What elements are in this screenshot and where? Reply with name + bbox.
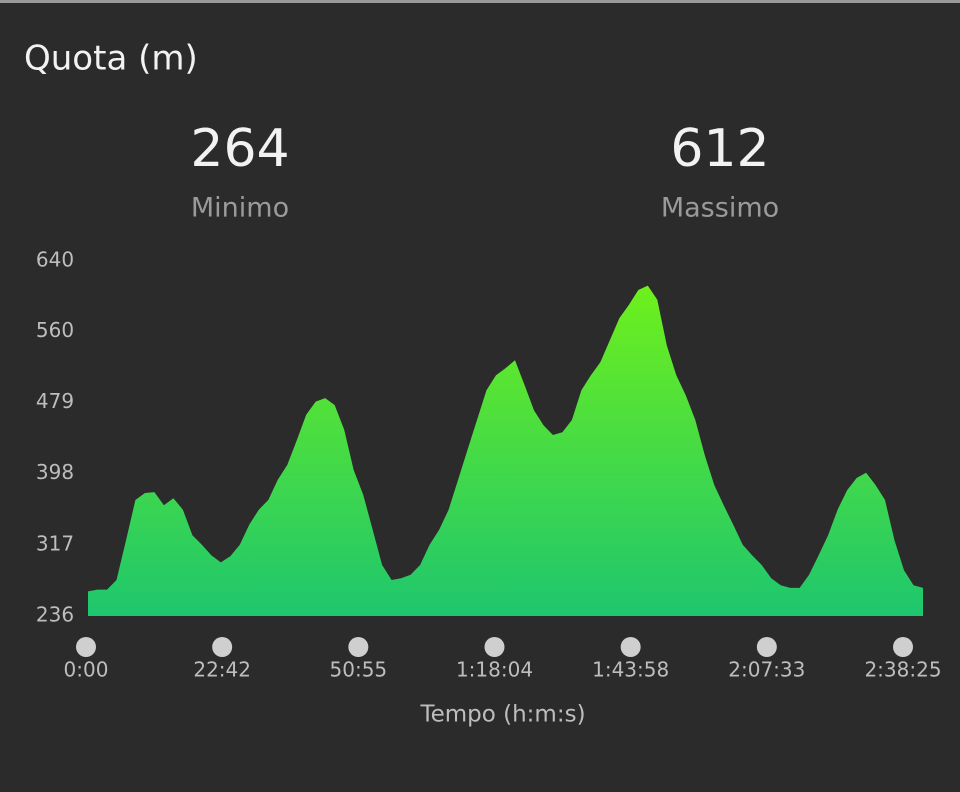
y-tick-label: 640	[36, 248, 74, 272]
x-tick-dot	[212, 637, 233, 657]
x-axis-label: Tempo (h:m:s)	[419, 702, 585, 728]
x-tick-dot	[76, 637, 96, 657]
y-tick-label: 560	[36, 318, 74, 342]
min-label: Minimo	[191, 193, 289, 224]
x-tick-label: 2:07:33	[728, 658, 805, 682]
x-tick-label: 22:42	[193, 658, 251, 682]
y-tick-label: 479	[36, 389, 74, 413]
top-border	[0, 0, 960, 3]
chart-title: Quota (m)	[24, 39, 198, 79]
x-tick-label: 2:38:25	[864, 658, 941, 682]
x-tick-dot	[893, 637, 913, 657]
x-tick-dot	[620, 637, 641, 657]
x-tick-dot	[756, 637, 777, 657]
x-tick-label: 1:18:04	[456, 658, 533, 682]
x-tick-dot	[348, 637, 369, 657]
x-tick-dot	[484, 637, 505, 657]
max-value: 612	[670, 119, 769, 179]
x-tick-label: 0:00	[64, 658, 109, 682]
max-label: Massimo	[661, 193, 779, 224]
y-tick-label: 236	[36, 603, 74, 627]
x-tick-label: 1:43:58	[592, 658, 669, 682]
elevation-area	[88, 285, 923, 616]
y-tick-label: 317	[36, 531, 74, 555]
x-tick-label: 50:55	[330, 658, 388, 682]
min-value: 264	[190, 119, 289, 179]
y-tick-label: 398	[36, 460, 74, 484]
